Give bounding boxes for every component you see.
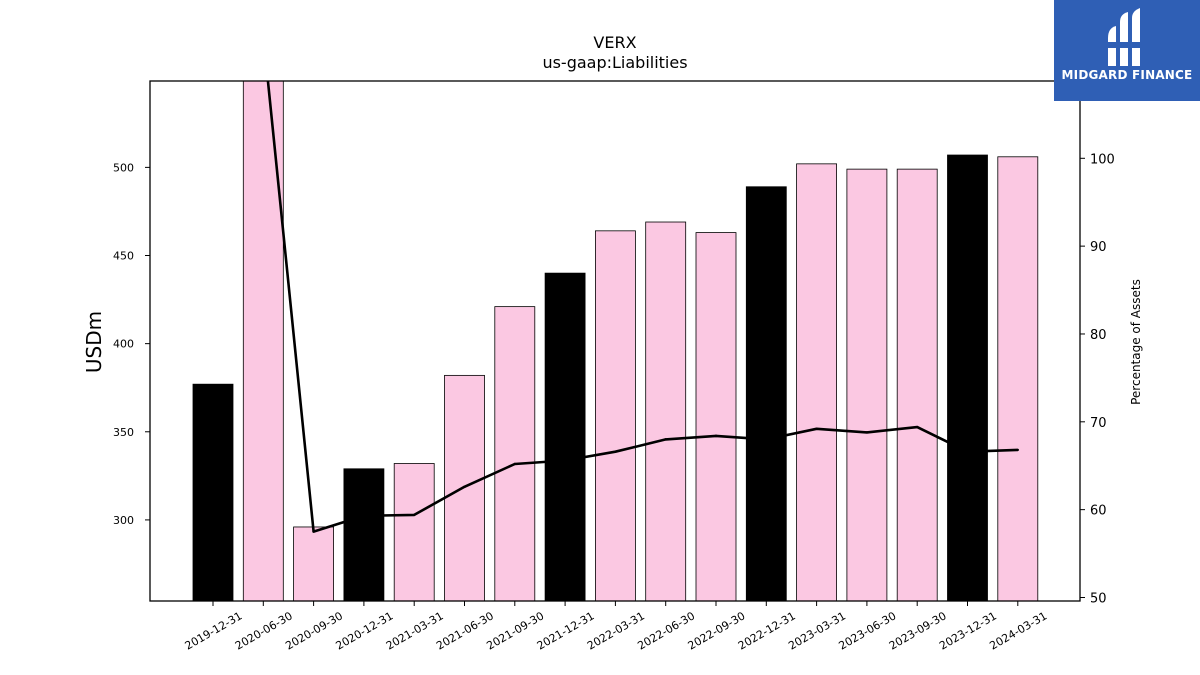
line-point bbox=[916, 425, 919, 429]
x-tick-label: 2024-03-31 bbox=[987, 609, 1049, 652]
bar bbox=[293, 526, 335, 601]
brand-logo: MIDGARD FINANCE bbox=[1054, 0, 1200, 101]
bar bbox=[393, 463, 435, 601]
y-tick-label: 350 bbox=[113, 426, 134, 439]
line-point bbox=[563, 459, 567, 462]
y-tick-label: 400 bbox=[113, 338, 134, 351]
line-point bbox=[312, 530, 315, 533]
y-tick-label: 450 bbox=[113, 250, 134, 263]
y-tick-label: 300 bbox=[113, 514, 134, 527]
bar bbox=[695, 232, 737, 601]
y2-tick-label: 90 bbox=[1090, 240, 1107, 255]
bar bbox=[343, 468, 385, 601]
bar bbox=[947, 154, 988, 601]
line-point bbox=[1016, 448, 1019, 452]
line-point bbox=[765, 438, 768, 441]
line-point bbox=[463, 485, 466, 489]
bar bbox=[846, 168, 888, 601]
chart-subtitle: us-gaap:Liabilities bbox=[542, 53, 687, 72]
y2-tick-label: 50 bbox=[1090, 591, 1107, 606]
line-point bbox=[714, 434, 718, 438]
line-point bbox=[413, 513, 416, 517]
line-point bbox=[262, 34, 264, 36]
y2-tick-label: 60 bbox=[1090, 504, 1107, 519]
bar bbox=[242, 81, 284, 601]
y2-tick-label: 80 bbox=[1090, 328, 1107, 343]
line-point bbox=[865, 431, 869, 434]
chart-title: VERX bbox=[593, 33, 636, 52]
bar bbox=[595, 230, 636, 601]
line-point bbox=[614, 450, 617, 453]
logo-text: MIDGARD FINANCE bbox=[1061, 68, 1193, 82]
bar bbox=[494, 306, 536, 601]
bar bbox=[796, 163, 837, 601]
line-point bbox=[815, 427, 818, 431]
bar bbox=[192, 383, 234, 601]
y-axis-label: USDm bbox=[82, 311, 106, 373]
line-point bbox=[966, 450, 969, 453]
logo-mark-icon bbox=[1106, 8, 1148, 66]
bar bbox=[745, 186, 787, 601]
bar bbox=[997, 156, 1039, 601]
bar bbox=[896, 168, 938, 601]
y-tick-label: 500 bbox=[113, 161, 134, 174]
line-series bbox=[262, 34, 1019, 533]
line-point bbox=[362, 514, 366, 517]
line-point bbox=[664, 438, 667, 441]
line-point bbox=[513, 462, 516, 466]
bar bbox=[544, 272, 586, 601]
bar bbox=[645, 221, 687, 601]
y2-tick-label: 100 bbox=[1090, 152, 1115, 167]
bar-series bbox=[192, 81, 1039, 601]
y2-tick-label: 70 bbox=[1090, 416, 1107, 431]
y2-axis-label: Percentage of Assets bbox=[1129, 279, 1143, 405]
